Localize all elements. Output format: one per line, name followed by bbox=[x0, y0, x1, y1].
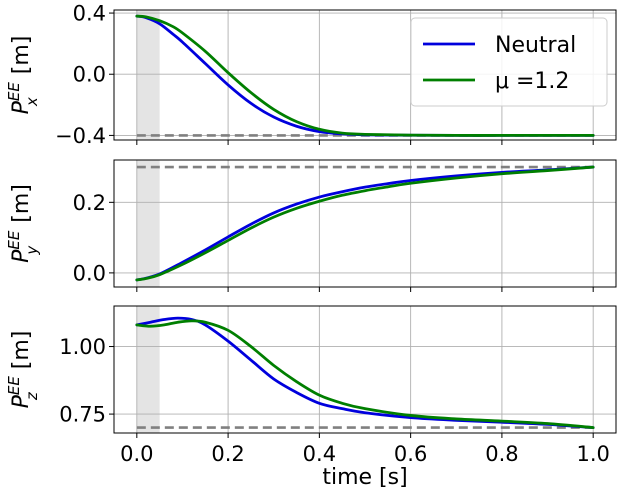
axes-frame-py bbox=[113, 159, 617, 288]
legend-label-neutral: Neutral bbox=[495, 33, 576, 58]
x-tick-label: 0.6 bbox=[394, 442, 427, 466]
series-line-neutral-py bbox=[135, 165, 595, 282]
y-axis-label-pz: PEEz [m] bbox=[5, 331, 41, 409]
y-tick-label-pz: 0.75 bbox=[59, 403, 106, 427]
y-tick-label-py: 0.0 bbox=[73, 261, 106, 285]
y-label-unit: [m] bbox=[9, 36, 34, 82]
y-axis-label-py: PEEy [m] bbox=[5, 184, 41, 263]
y-label-sup: EE bbox=[5, 376, 23, 395]
y-label-sup: EE bbox=[5, 82, 23, 101]
y-label-sub: z bbox=[23, 391, 41, 401]
y-tick-label-px: 0.4 bbox=[73, 2, 106, 26]
y-tick-label-px: −0.4 bbox=[55, 124, 106, 148]
y-label-main: P bbox=[9, 394, 34, 408]
x-axis-label: time [s] bbox=[322, 465, 407, 490]
shaded-interval-px bbox=[136, 10, 160, 140]
y-label-main: P bbox=[9, 100, 34, 114]
y-tick-label-pz: 1.00 bbox=[59, 335, 106, 359]
y-label-main: P bbox=[9, 249, 34, 263]
legend-label-mu: μ =1.2 bbox=[495, 69, 569, 94]
series-line-mu-pz bbox=[135, 319, 595, 429]
x-tick-label: 0.4 bbox=[303, 442, 336, 466]
y-axis-label-text: PEEx [m] bbox=[5, 36, 41, 115]
y-label-unit: [m] bbox=[9, 331, 34, 377]
y-axis-label-text: PEEy [m] bbox=[5, 184, 41, 263]
y-axis-label-text: PEEz [m] bbox=[5, 331, 41, 409]
axes-frame-px bbox=[113, 9, 617, 141]
y-label-unit: [m] bbox=[9, 184, 34, 230]
x-tick-label: 0.0 bbox=[120, 442, 153, 466]
y-label-sup: EE bbox=[5, 230, 23, 249]
y-axis-label-px: PEEx [m] bbox=[5, 36, 41, 115]
series-line-neutral-pz bbox=[135, 316, 595, 429]
y-tick-label-py: 0.2 bbox=[73, 191, 106, 215]
x-tick-label: 1.0 bbox=[576, 442, 609, 466]
shaded-interval-py bbox=[136, 160, 160, 287]
series-line-mu-py bbox=[135, 165, 595, 282]
legend-box bbox=[410, 17, 608, 107]
y-label-sub: x bbox=[23, 97, 41, 107]
x-tick-label: 0.8 bbox=[485, 442, 518, 466]
x-tick-label: 0.2 bbox=[211, 442, 244, 466]
y-tick-label-px: 0.0 bbox=[73, 63, 106, 87]
axes-frame-pz bbox=[113, 305, 617, 434]
shaded-interval-pz bbox=[136, 306, 160, 433]
y-label-sub: y bbox=[23, 245, 41, 256]
series-line-mu-px bbox=[135, 14, 595, 137]
